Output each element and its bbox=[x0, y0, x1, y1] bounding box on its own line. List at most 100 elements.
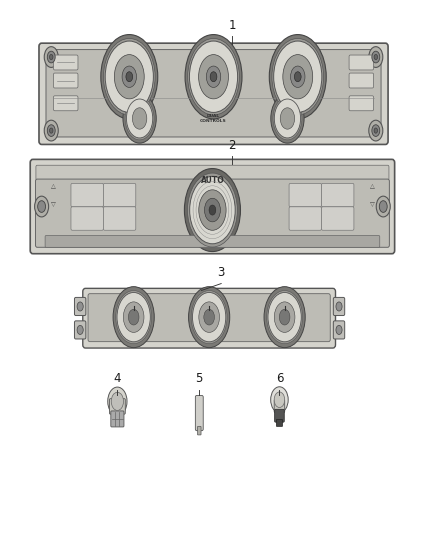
Ellipse shape bbox=[205, 198, 220, 222]
FancyBboxPatch shape bbox=[103, 183, 136, 207]
Ellipse shape bbox=[44, 120, 58, 141]
Ellipse shape bbox=[210, 72, 217, 82]
Text: ▽: ▽ bbox=[370, 203, 374, 207]
Ellipse shape bbox=[280, 108, 295, 129]
Ellipse shape bbox=[206, 66, 221, 87]
Ellipse shape bbox=[105, 41, 153, 112]
FancyBboxPatch shape bbox=[71, 207, 103, 230]
FancyBboxPatch shape bbox=[333, 321, 345, 339]
FancyBboxPatch shape bbox=[289, 207, 321, 230]
FancyBboxPatch shape bbox=[36, 165, 389, 180]
FancyBboxPatch shape bbox=[198, 426, 201, 435]
Ellipse shape bbox=[336, 302, 342, 311]
Ellipse shape bbox=[187, 38, 239, 115]
FancyBboxPatch shape bbox=[46, 50, 381, 137]
Ellipse shape bbox=[187, 173, 237, 247]
Ellipse shape bbox=[49, 54, 53, 60]
FancyBboxPatch shape bbox=[110, 399, 125, 414]
Ellipse shape bbox=[190, 176, 235, 244]
FancyBboxPatch shape bbox=[333, 297, 345, 316]
Text: 5: 5 bbox=[196, 373, 203, 385]
Ellipse shape bbox=[274, 41, 322, 112]
Ellipse shape bbox=[271, 387, 288, 413]
Ellipse shape bbox=[113, 287, 154, 348]
Ellipse shape bbox=[209, 205, 216, 215]
FancyBboxPatch shape bbox=[53, 96, 78, 111]
FancyBboxPatch shape bbox=[71, 183, 103, 207]
Ellipse shape bbox=[264, 287, 305, 348]
Text: 1: 1 bbox=[228, 19, 236, 32]
FancyBboxPatch shape bbox=[30, 159, 395, 254]
Ellipse shape bbox=[372, 125, 380, 136]
FancyBboxPatch shape bbox=[88, 294, 330, 342]
Ellipse shape bbox=[376, 196, 390, 217]
FancyBboxPatch shape bbox=[53, 73, 78, 88]
FancyBboxPatch shape bbox=[53, 55, 78, 70]
Ellipse shape bbox=[132, 108, 147, 129]
Ellipse shape bbox=[38, 201, 46, 212]
Ellipse shape bbox=[269, 35, 326, 119]
Ellipse shape bbox=[374, 54, 378, 60]
Text: DUAL
CONTROLS: DUAL CONTROLS bbox=[200, 114, 227, 123]
Ellipse shape bbox=[47, 51, 55, 63]
Ellipse shape bbox=[114, 54, 144, 99]
FancyBboxPatch shape bbox=[111, 411, 124, 427]
Text: 4: 4 bbox=[113, 373, 121, 385]
Ellipse shape bbox=[199, 190, 226, 230]
FancyBboxPatch shape bbox=[195, 395, 203, 431]
FancyBboxPatch shape bbox=[274, 400, 285, 413]
Ellipse shape bbox=[44, 47, 58, 67]
Ellipse shape bbox=[372, 51, 380, 63]
Ellipse shape bbox=[49, 128, 53, 133]
Ellipse shape bbox=[108, 387, 127, 416]
FancyBboxPatch shape bbox=[35, 179, 389, 247]
Ellipse shape bbox=[271, 94, 304, 143]
Ellipse shape bbox=[199, 302, 219, 333]
Ellipse shape bbox=[122, 66, 137, 87]
FancyBboxPatch shape bbox=[289, 183, 321, 207]
Ellipse shape bbox=[379, 201, 387, 212]
FancyBboxPatch shape bbox=[349, 73, 374, 88]
Ellipse shape bbox=[35, 196, 49, 217]
FancyBboxPatch shape bbox=[349, 96, 374, 111]
Ellipse shape bbox=[101, 35, 158, 119]
Ellipse shape bbox=[274, 392, 285, 408]
Ellipse shape bbox=[369, 120, 383, 141]
FancyBboxPatch shape bbox=[74, 321, 86, 339]
Ellipse shape bbox=[274, 302, 295, 333]
Ellipse shape bbox=[279, 309, 290, 325]
FancyBboxPatch shape bbox=[103, 207, 136, 230]
Ellipse shape bbox=[369, 47, 383, 67]
Ellipse shape bbox=[116, 290, 152, 344]
Text: 6: 6 bbox=[276, 373, 283, 385]
FancyBboxPatch shape bbox=[74, 297, 86, 316]
Ellipse shape bbox=[188, 287, 230, 348]
Ellipse shape bbox=[77, 325, 83, 335]
Ellipse shape bbox=[272, 38, 324, 115]
Ellipse shape bbox=[274, 99, 300, 138]
FancyBboxPatch shape bbox=[276, 419, 283, 426]
Ellipse shape bbox=[189, 41, 237, 112]
Ellipse shape bbox=[47, 125, 55, 136]
Ellipse shape bbox=[111, 392, 124, 410]
Ellipse shape bbox=[117, 293, 150, 342]
Ellipse shape bbox=[294, 72, 301, 82]
Ellipse shape bbox=[273, 97, 302, 140]
Ellipse shape bbox=[204, 309, 215, 325]
Text: 3: 3 bbox=[218, 266, 225, 279]
Ellipse shape bbox=[123, 94, 156, 143]
Text: AUTO: AUTO bbox=[201, 176, 224, 184]
FancyBboxPatch shape bbox=[45, 236, 380, 247]
Ellipse shape bbox=[77, 302, 83, 311]
Ellipse shape bbox=[192, 293, 226, 342]
Ellipse shape bbox=[124, 302, 144, 333]
Ellipse shape bbox=[125, 97, 154, 140]
Ellipse shape bbox=[103, 38, 155, 115]
FancyBboxPatch shape bbox=[275, 409, 284, 422]
Ellipse shape bbox=[268, 293, 301, 342]
Ellipse shape bbox=[128, 309, 139, 325]
Text: △: △ bbox=[51, 183, 55, 188]
Ellipse shape bbox=[191, 290, 227, 344]
FancyBboxPatch shape bbox=[39, 43, 388, 144]
Ellipse shape bbox=[290, 66, 305, 87]
